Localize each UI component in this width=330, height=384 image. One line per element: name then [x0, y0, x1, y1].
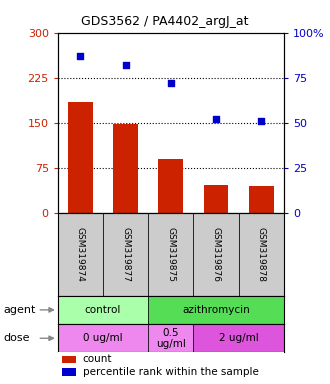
Bar [113, 124, 138, 213]
Text: GDS3562 / PA4402_argJ_at: GDS3562 / PA4402_argJ_at [81, 15, 249, 28]
Bar [148, 324, 193, 353]
Bar [62, 368, 76, 376]
Point [259, 118, 264, 124]
Bar [249, 186, 274, 213]
Text: GSM319878: GSM319878 [257, 227, 266, 282]
Bar [62, 356, 76, 363]
Bar [239, 213, 284, 296]
Bar [148, 296, 284, 324]
Text: agent: agent [3, 305, 36, 315]
Bar [58, 296, 148, 324]
Bar [158, 159, 183, 213]
Bar [193, 324, 284, 353]
Point [123, 62, 128, 68]
Text: azithromycin: azithromycin [182, 305, 250, 315]
Text: dose: dose [3, 333, 30, 343]
Point [214, 116, 219, 122]
Text: count: count [82, 354, 112, 364]
Bar [204, 185, 228, 213]
Point [78, 53, 83, 59]
Bar [103, 213, 148, 296]
Bar [58, 213, 103, 296]
Text: 0.5
ug/ml: 0.5 ug/ml [156, 328, 186, 349]
Text: control: control [85, 305, 121, 315]
Bar [193, 213, 239, 296]
Text: GSM319876: GSM319876 [212, 227, 220, 282]
Bar [58, 324, 148, 353]
Text: percentile rank within the sample: percentile rank within the sample [82, 367, 258, 377]
Text: GSM319877: GSM319877 [121, 227, 130, 282]
Point [168, 80, 174, 86]
Text: GSM319874: GSM319874 [76, 227, 85, 282]
Text: 2 ug/ml: 2 ug/ml [219, 333, 258, 343]
Bar [148, 213, 193, 296]
Text: GSM319875: GSM319875 [166, 227, 175, 282]
Bar [68, 102, 93, 213]
Text: 0 ug/ml: 0 ug/ml [83, 333, 123, 343]
